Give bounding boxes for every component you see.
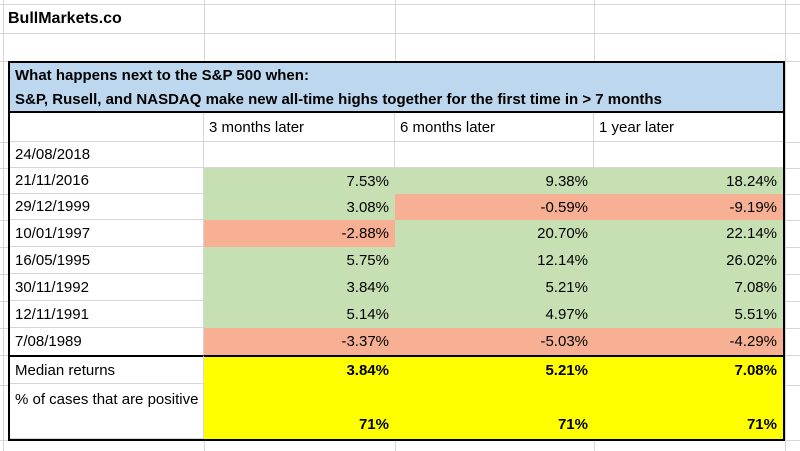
return-cell[interactable]: 20.70% <box>395 220 594 247</box>
return-cell[interactable]: -9.19% <box>594 194 783 220</box>
date-cell[interactable]: 24/08/2018 <box>10 142 204 168</box>
median-value-cell[interactable]: 3.84% <box>204 355 395 384</box>
column-header-1-year[interactable]: 1 year later <box>594 113 783 142</box>
positive-value-cell[interactable]: 71% <box>395 384 594 439</box>
return-cell[interactable]: 12.14% <box>395 247 594 274</box>
table-title-cell[interactable]: What happens next to the S&P 500 when: S… <box>10 63 783 113</box>
gridline <box>0 4 800 5</box>
return-cell[interactable]: 7.08% <box>594 274 783 301</box>
brand-title: BullMarkets.co <box>8 10 122 27</box>
return-cell[interactable]: 9.38% <box>395 168 594 194</box>
return-cell[interactable] <box>204 142 395 168</box>
return-cell[interactable]: -0.59% <box>395 194 594 220</box>
return-cell[interactable]: -2.88% <box>204 220 395 247</box>
return-cell[interactable] <box>395 142 594 168</box>
gridline <box>785 0 786 451</box>
return-cell[interactable]: 4.97% <box>395 301 594 328</box>
return-cell[interactable]: 5.14% <box>204 301 395 328</box>
date-cell[interactable]: 30/11/1992 <box>10 274 204 301</box>
date-cell[interactable]: 21/11/2016 <box>10 168 204 194</box>
return-cell[interactable]: 18.24% <box>594 168 783 194</box>
gridline <box>3 0 4 451</box>
return-cell[interactable]: -5.03% <box>395 328 594 355</box>
median-value-cell[interactable]: 5.21% <box>395 355 594 384</box>
return-cell[interactable]: 3.08% <box>204 194 395 220</box>
column-header-6-months[interactable]: 6 months later <box>395 113 594 142</box>
median-label-cell[interactable]: Median returns <box>10 355 204 384</box>
corner-cell[interactable] <box>10 113 204 142</box>
median-value-cell[interactable]: 7.08% <box>594 355 783 384</box>
date-cell[interactable]: 7/08/1989 <box>10 328 204 355</box>
column-header-3-months[interactable]: 3 months later <box>204 113 395 142</box>
date-cell[interactable]: 12/11/1991 <box>10 301 204 328</box>
positive-label-cell[interactable]: % of cases that are positive <box>10 384 204 439</box>
date-cell[interactable]: 10/01/1997 <box>10 220 204 247</box>
return-cell[interactable]: 5.75% <box>204 247 395 274</box>
return-cell[interactable]: 3.84% <box>204 274 395 301</box>
analysis-table: What happens next to the S&P 500 when: S… <box>8 61 785 441</box>
return-cell[interactable]: -4.29% <box>594 328 783 355</box>
table-title-line1: What happens next to the S&P 500 when: <box>15 67 309 84</box>
date-cell[interactable]: 16/05/1995 <box>10 247 204 274</box>
return-cell[interactable]: -3.37% <box>204 328 395 355</box>
date-cell[interactable]: 29/12/1999 <box>10 194 204 220</box>
positive-value-cell[interactable]: 71% <box>594 384 783 439</box>
return-cell[interactable]: 5.51% <box>594 301 783 328</box>
return-cell[interactable] <box>594 142 783 168</box>
return-cell[interactable]: 26.02% <box>594 247 783 274</box>
table-title-line2: S&P, Rusell, and NASDAQ make new all-tim… <box>15 91 662 108</box>
return-cell[interactable]: 5.21% <box>395 274 594 301</box>
return-cell[interactable]: 22.14% <box>594 220 783 247</box>
positive-value-cell[interactable]: 71% <box>204 384 395 439</box>
return-cell[interactable]: 7.53% <box>204 168 395 194</box>
gridline <box>0 33 800 34</box>
